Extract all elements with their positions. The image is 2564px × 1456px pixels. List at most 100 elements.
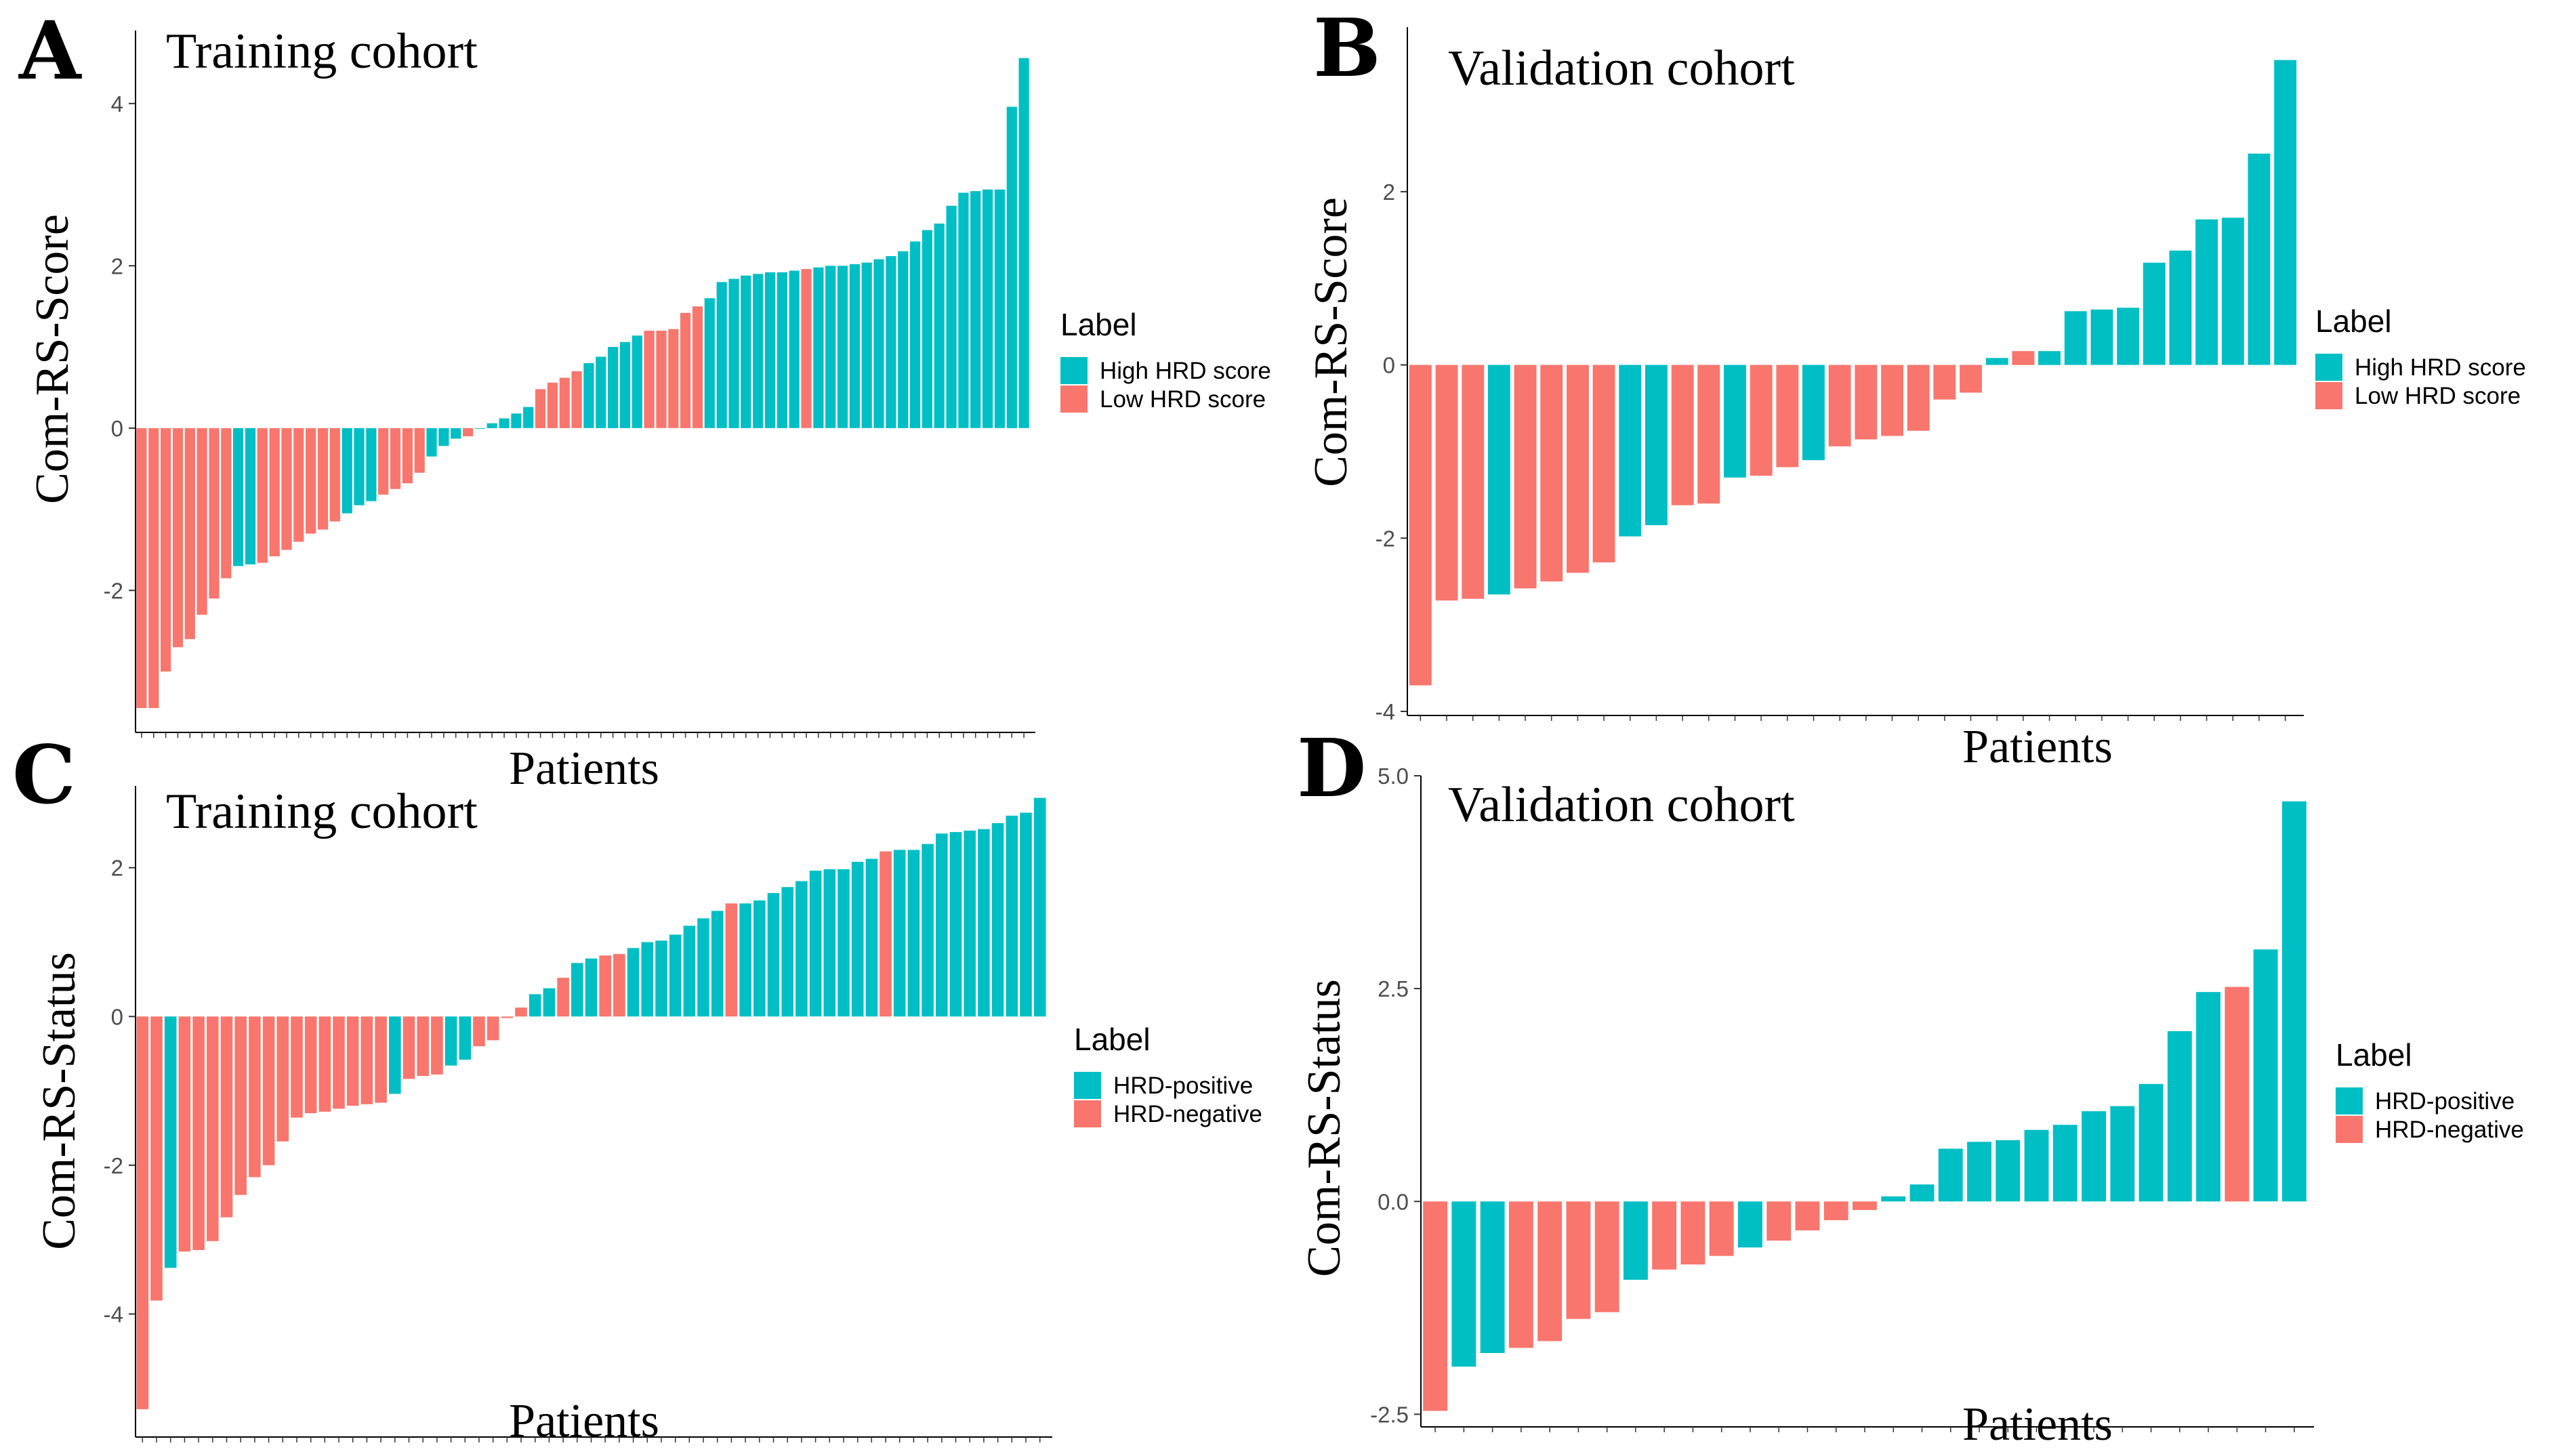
- bar: [907, 850, 920, 1017]
- panel-letter: C: [12, 728, 76, 822]
- bar: [1567, 365, 1589, 573]
- bar: [838, 869, 850, 1017]
- bar: [1828, 365, 1851, 446]
- y-tick-label: 5.0: [1378, 764, 1409, 789]
- bar: [608, 347, 619, 428]
- bar: [459, 1016, 472, 1060]
- bar: [511, 413, 522, 428]
- legend-label: HRD-negative: [2375, 1117, 2524, 1143]
- bar: [2052, 1125, 2077, 1202]
- bar: [291, 1016, 303, 1118]
- bar: [136, 1016, 149, 1409]
- bar: [233, 428, 244, 566]
- bar: [207, 1016, 219, 1241]
- bar: [1802, 365, 1825, 461]
- bar: [559, 377, 570, 428]
- chart-title: Training cohort: [166, 784, 478, 839]
- bar: [431, 1016, 443, 1075]
- bar: [728, 278, 739, 428]
- bar: [683, 925, 696, 1017]
- bar: [767, 893, 780, 1017]
- bar: [632, 335, 642, 428]
- bar: [2196, 992, 2220, 1202]
- y-tick-label: 0: [111, 416, 123, 441]
- bar: [619, 341, 631, 428]
- bar: [2138, 1083, 2164, 1202]
- y-tick-label: -2.5: [1370, 1402, 1409, 1427]
- bar: [148, 428, 159, 709]
- bar: [753, 274, 764, 428]
- y-tick-label: -2: [104, 578, 123, 603]
- legend-title: Label: [2336, 1037, 2412, 1073]
- legend-title: Label: [2315, 304, 2392, 339]
- bar: [535, 389, 546, 428]
- y-axis-label: Com-RS-Status: [1298, 979, 1350, 1277]
- bar: [1750, 365, 1773, 476]
- bar: [197, 428, 207, 615]
- bar: [1776, 365, 1799, 467]
- bar: [1540, 365, 1563, 582]
- bar: [753, 900, 766, 1017]
- legend-label: HRD-positive: [2375, 1088, 2515, 1115]
- y-tick-label: 2.5: [1378, 976, 1409, 1001]
- bar: [1592, 365, 1615, 563]
- bar: [627, 948, 640, 1017]
- bar: [257, 428, 268, 563]
- y-tick-label: 0.0: [1378, 1189, 1409, 1214]
- bar: [2169, 250, 2192, 365]
- bar: [1766, 1201, 1792, 1241]
- bar: [2038, 351, 2061, 365]
- bar: [781, 887, 793, 1017]
- bar: [680, 312, 691, 428]
- bar: [262, 1016, 275, 1165]
- legend-swatch: [1074, 1072, 1101, 1099]
- bar: [178, 1016, 191, 1252]
- bar: [426, 428, 437, 457]
- bar: [599, 955, 611, 1017]
- y-tick-label: 2: [111, 856, 123, 881]
- bar: [865, 858, 878, 1017]
- bar: [184, 428, 195, 640]
- bar: [318, 1016, 331, 1112]
- bar: [949, 832, 962, 1017]
- bar: [764, 272, 776, 428]
- y-axis-label: Com-RS-Score: [26, 214, 79, 504]
- bar: [304, 1016, 317, 1113]
- bar: [669, 934, 682, 1017]
- bar: [220, 1016, 233, 1218]
- bar: [2012, 351, 2035, 365]
- legend-label: Low HRD score: [1100, 386, 1266, 413]
- bar: [571, 371, 582, 428]
- bar: [1566, 1201, 1591, 1319]
- legend-label: HRD-negative: [1113, 1101, 1262, 1127]
- bar: [360, 1016, 373, 1104]
- bar: [1451, 1201, 1476, 1367]
- bar: [342, 428, 352, 514]
- bar: [444, 1016, 457, 1066]
- bar: [692, 306, 703, 428]
- bar: [2274, 60, 2297, 365]
- bar: [1933, 365, 1956, 400]
- bar: [414, 428, 425, 473]
- legend-label: HRD-positive: [1113, 1073, 1253, 1099]
- bar: [276, 1016, 289, 1142]
- bar: [2253, 949, 2278, 1202]
- bar: [739, 903, 751, 1017]
- legend-swatch: [2315, 354, 2342, 381]
- bar: [655, 940, 667, 1017]
- bar-chart: -2 0 2 4 Training cohort Com-RS-Score Patients…: [26, 24, 1271, 795]
- bar: [2090, 309, 2113, 365]
- bar: [585, 958, 598, 1017]
- bar: [970, 191, 981, 428]
- bar: [557, 978, 569, 1017]
- bar: [451, 428, 461, 439]
- bar: [543, 988, 556, 1017]
- bar: [164, 1016, 177, 1268]
- bar: [1881, 365, 1903, 436]
- bar: [741, 275, 751, 428]
- bar: [417, 1016, 429, 1077]
- chart-title: Validation cohort: [1448, 777, 1795, 833]
- bar: [1537, 1201, 1563, 1341]
